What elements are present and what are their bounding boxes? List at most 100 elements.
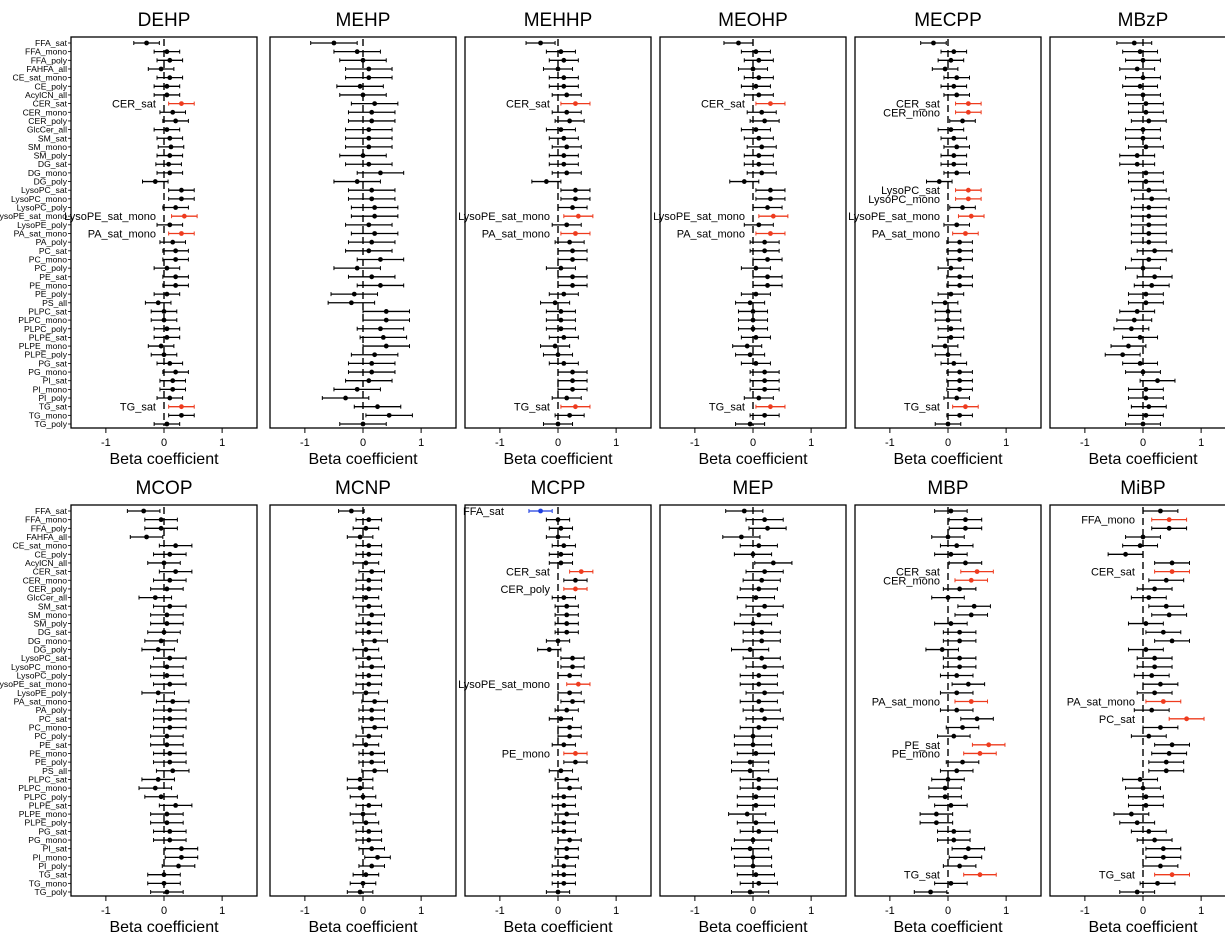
point-estimate [354, 386, 360, 392]
x-tick-label: 1 [219, 905, 225, 917]
point-estimate [369, 109, 375, 115]
point-estimate [750, 309, 756, 314]
point-estimate [375, 854, 380, 860]
point-estimate [1146, 828, 1152, 834]
point-estimate [986, 742, 992, 748]
significant-label: PE_sat [905, 740, 940, 752]
y-tick-label: PA_sat_mono [14, 229, 68, 239]
point-estimate [753, 820, 759, 826]
point-estimate [1140, 92, 1146, 98]
point-estimate [561, 872, 567, 878]
point-estimate [372, 352, 378, 358]
point-estimate [1184, 716, 1189, 722]
point-estimate [1137, 777, 1143, 782]
point-estimate [768, 404, 773, 410]
point-estimate [567, 785, 573, 791]
point-estimate [570, 386, 575, 392]
point-estimate [954, 222, 960, 228]
point-estimate [942, 794, 948, 800]
y-tick-label: PI_mono [33, 384, 68, 394]
y-tick-label: FFA_sat [35, 38, 68, 48]
point-estimate [965, 101, 971, 107]
point-estimate [167, 360, 173, 366]
point-estimate [158, 525, 164, 531]
point-estimate [561, 828, 567, 834]
point-estimate [173, 283, 179, 288]
point-estimate [170, 768, 176, 774]
panel-title: MBzP [1118, 10, 1169, 31]
point-estimate [570, 257, 575, 262]
point-estimate [179, 854, 184, 860]
point-estimate [1137, 83, 1143, 89]
point-estimate [1143, 621, 1149, 626]
point-estimate [945, 352, 951, 358]
point-estimate [164, 733, 170, 739]
point-estimate [578, 569, 584, 575]
point-estimate [173, 118, 179, 124]
point-estimate [1120, 352, 1126, 358]
point-estimate [957, 655, 963, 661]
point-estimate [957, 629, 963, 635]
point-estimate [167, 551, 173, 557]
point-estimate [1152, 664, 1158, 670]
point-estimate [552, 343, 558, 349]
point-estimate [948, 265, 954, 271]
point-estimate [759, 629, 765, 635]
point-estimate [741, 179, 747, 184]
point-estimate [933, 820, 939, 826]
point-estimate [756, 75, 762, 81]
point-estimate [363, 647, 369, 652]
point-estimate [1140, 369, 1146, 375]
point-estimate [965, 196, 971, 202]
point-estimate [369, 196, 375, 202]
significant-label: CER_mono [883, 575, 940, 587]
x-tick-label: -1 [885, 437, 895, 449]
x-axis-label: Beta coefficient [893, 451, 1003, 468]
point-estimate [750, 621, 756, 626]
point-estimate [945, 309, 951, 314]
point-estimate [570, 378, 575, 384]
y-tick-label: PLPE_poly [24, 350, 67, 360]
point-estimate [963, 854, 968, 860]
point-estimate [538, 508, 543, 514]
point-estimate [1152, 837, 1158, 843]
point-estimate [942, 300, 948, 306]
point-estimate [1143, 101, 1149, 107]
point-estimate [768, 187, 773, 193]
point-estimate [977, 751, 983, 756]
point-estimate [756, 828, 762, 834]
point-estimate [756, 681, 762, 687]
point-estimate [954, 707, 960, 713]
panel-title: MECPP [914, 10, 982, 31]
y-tick-label: PE_poly [35, 757, 68, 767]
point-estimate [1166, 751, 1172, 756]
point-estimate [369, 187, 375, 193]
point-estimate [573, 187, 578, 193]
point-estimate [948, 127, 954, 132]
x-tick-label: -1 [495, 905, 505, 917]
point-estimate [164, 586, 170, 592]
point-estimate [762, 517, 768, 523]
point-estimate [1137, 49, 1143, 55]
point-estimate [756, 673, 762, 678]
point-estimate [750, 837, 756, 843]
y-tick-label: SM_poly [34, 619, 68, 629]
point-estimate [366, 75, 372, 81]
point-estimate [570, 205, 575, 210]
y-tick-label: AcylCN_all [25, 558, 67, 568]
y-tick-label: PG_mono [28, 367, 67, 377]
point-estimate [564, 629, 570, 635]
point-estimate [363, 525, 369, 531]
panel-title: MEOHP [718, 10, 788, 31]
point-estimate [558, 317, 564, 323]
point-estimate [372, 725, 378, 730]
point-estimate [942, 343, 948, 349]
point-estimate [1140, 265, 1146, 271]
significant-label: CER_mono [883, 107, 940, 119]
point-estimate [768, 101, 773, 107]
point-estimate [570, 248, 575, 254]
point-estimate [756, 586, 762, 592]
point-estimate [945, 534, 951, 540]
point-estimate [957, 248, 963, 254]
point-estimate [170, 699, 176, 704]
